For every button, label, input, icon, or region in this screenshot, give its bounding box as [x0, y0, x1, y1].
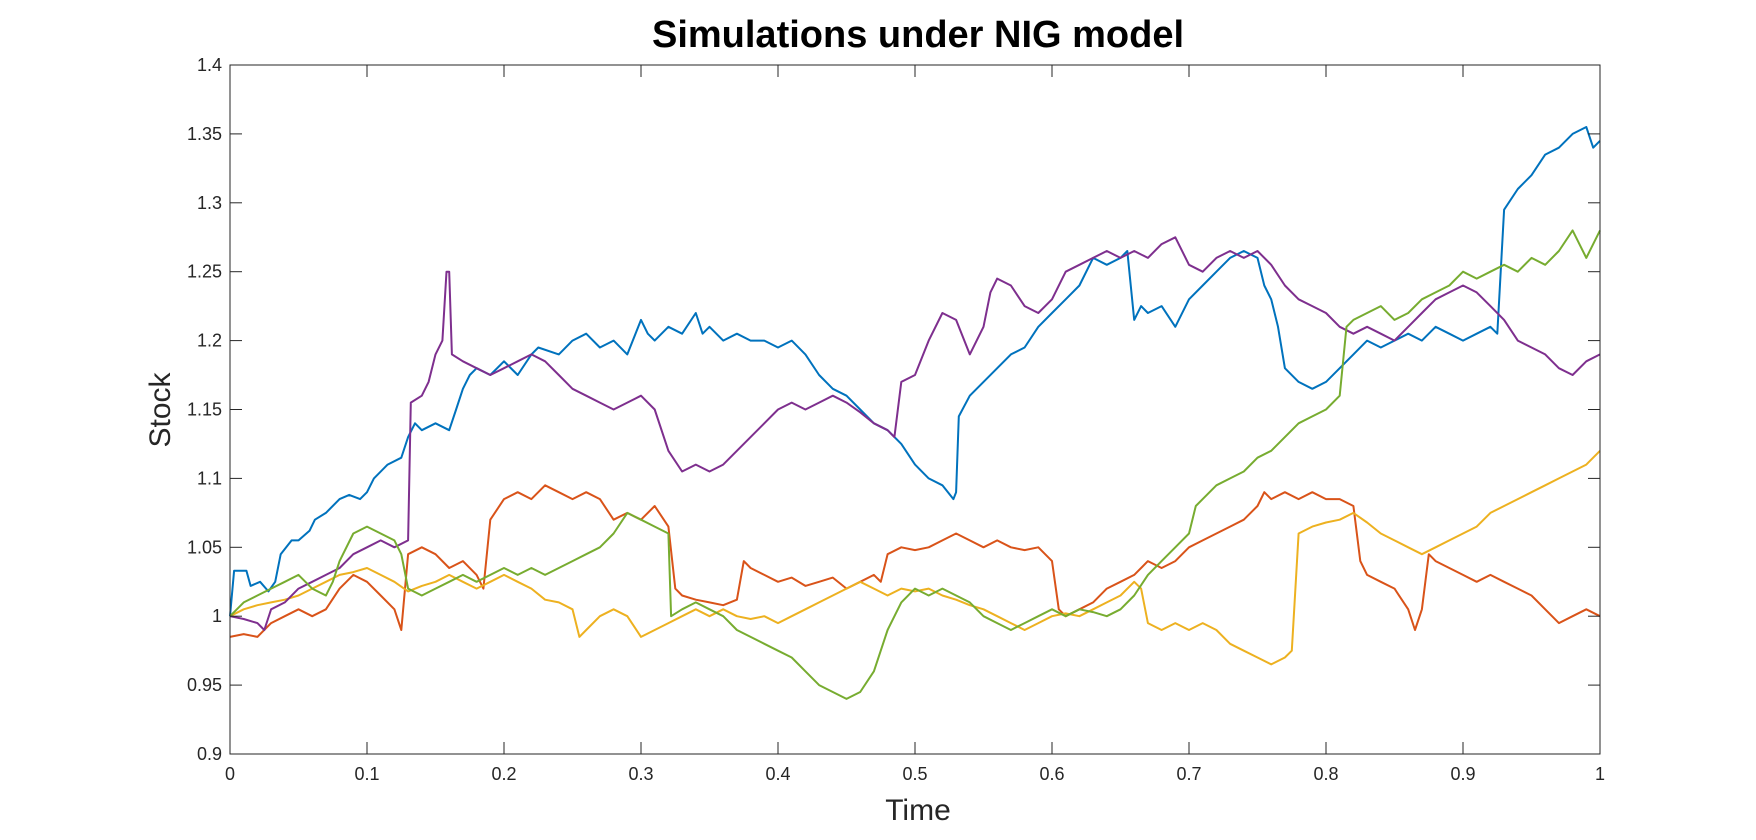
series-line-5	[229, 229, 1601, 700]
plot-area-border	[229, 64, 1601, 755]
y-tick-label: 1	[212, 606, 222, 626]
y-tick-label: 0.95	[187, 675, 222, 695]
x-tick-label: 0.4	[765, 764, 790, 784]
y-tick-label: 1.15	[187, 400, 222, 420]
x-tick-label: 0.8	[1313, 764, 1338, 784]
y-axis: 0.9 0.95 1 1.05 1.1 1.15 1.2 1.25 1.3 1.35 1.4	[187, 55, 1600, 764]
series-line-4	[229, 236, 1601, 631]
series-line-2	[229, 484, 1601, 638]
y-tick-label: 1.35	[187, 124, 222, 144]
x-tick-label: 0	[225, 764, 235, 784]
y-axis-label: Stock	[144, 371, 177, 447]
series-layer	[229, 126, 1601, 700]
y-tick-label: 1.25	[187, 262, 222, 282]
x-tick-label: 0.1	[354, 764, 379, 784]
series-line-1	[229, 126, 1601, 617]
series-line-3	[229, 450, 1601, 666]
y-tick-label: 1.2	[197, 331, 222, 351]
x-tick-label: 1	[1595, 764, 1605, 784]
x-tick-label: 0.7	[1176, 764, 1201, 784]
x-tick-label: 0.9	[1450, 764, 1475, 784]
y-tick-label: 1.3	[197, 193, 222, 213]
x-tick-label: 0.6	[1039, 764, 1064, 784]
y-tick-label: 1.1	[197, 468, 222, 488]
x-tick-label: 0.5	[902, 764, 927, 784]
x-axis: 0 0.1 0.2 0.3 0.4 0.5 0.6 0.7 0.8 0.9 1	[225, 65, 1605, 784]
y-tick-label: 1.4	[197, 55, 222, 75]
y-tick-label: 0.9	[197, 744, 222, 764]
chart-title: Simulations under NIG model	[652, 14, 1184, 56]
y-tick-label: 1.05	[187, 537, 222, 557]
x-tick-label: 0.2	[491, 764, 516, 784]
x-tick-label: 0.3	[628, 764, 653, 784]
x-axis-label: Time	[885, 794, 951, 827]
